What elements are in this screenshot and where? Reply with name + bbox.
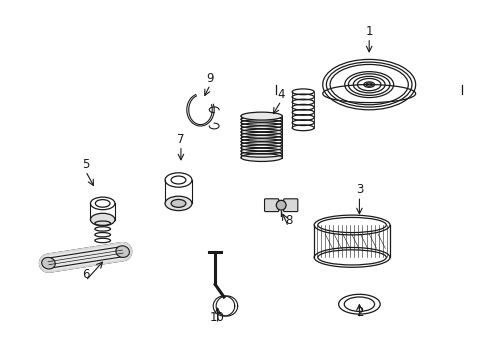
- Text: 2: 2: [355, 306, 363, 319]
- Ellipse shape: [241, 112, 282, 120]
- Circle shape: [276, 200, 285, 210]
- Text: 6: 6: [81, 268, 89, 281]
- Text: 5: 5: [81, 158, 89, 171]
- FancyBboxPatch shape: [264, 199, 278, 212]
- Text: 4: 4: [277, 88, 285, 101]
- Ellipse shape: [41, 257, 55, 269]
- Text: 1: 1: [365, 25, 372, 38]
- Text: 8: 8: [284, 214, 292, 227]
- Text: 10: 10: [210, 311, 224, 324]
- Ellipse shape: [165, 196, 192, 211]
- Text: 9: 9: [206, 72, 214, 85]
- Text: 3: 3: [355, 183, 363, 196]
- Ellipse shape: [365, 83, 372, 86]
- FancyBboxPatch shape: [283, 199, 297, 212]
- Ellipse shape: [116, 246, 129, 257]
- Ellipse shape: [241, 153, 282, 162]
- Ellipse shape: [90, 213, 115, 226]
- Ellipse shape: [171, 199, 185, 207]
- Text: 7: 7: [177, 133, 184, 146]
